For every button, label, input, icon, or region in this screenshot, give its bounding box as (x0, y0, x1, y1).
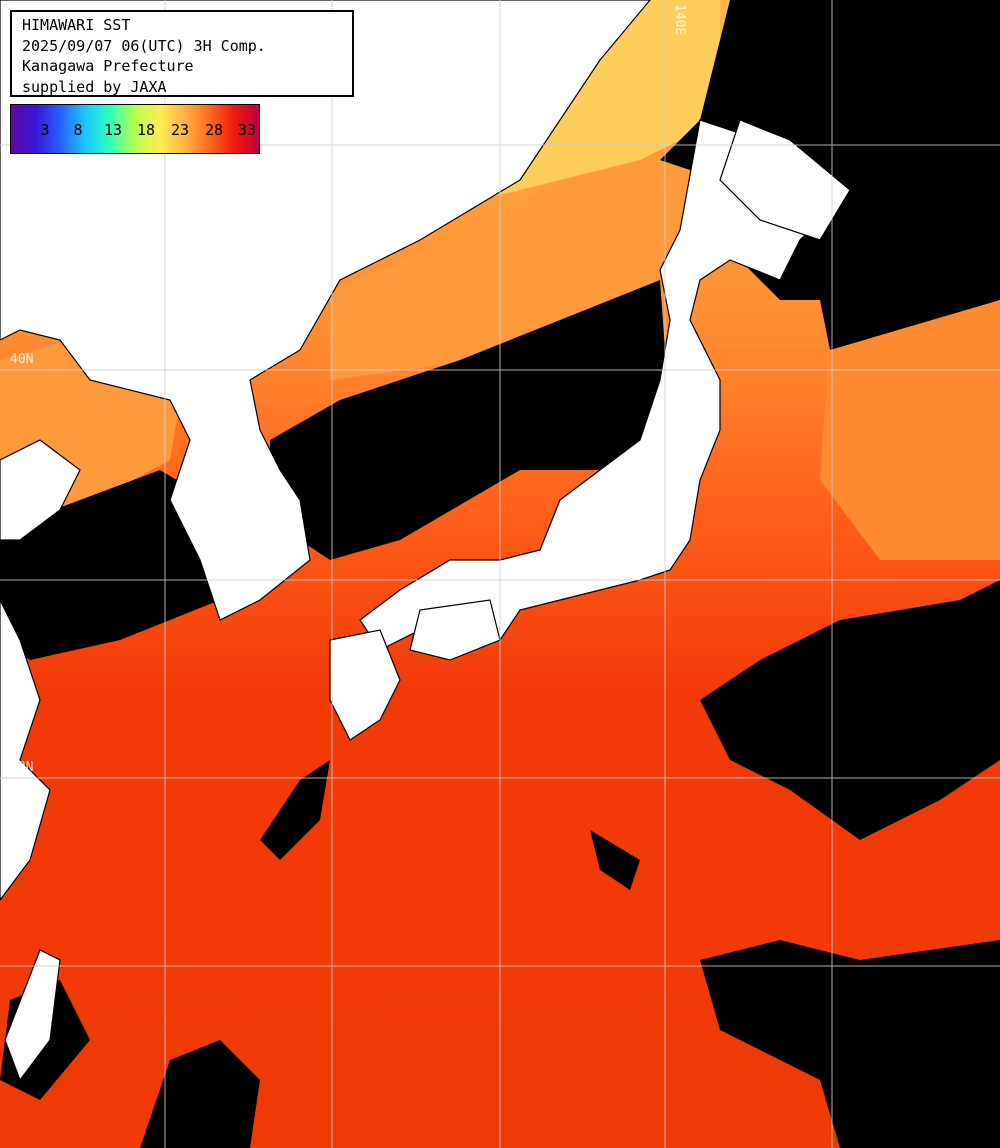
map-datetime: 2025/09/07 06(UTC) 3H Comp. (22, 36, 266, 55)
colorbar-tick: 28 (204, 121, 224, 139)
colorbar-tick: 8 (73, 121, 83, 139)
land-korea-west (0, 439, 81, 541)
lon-label-140e: 140E (672, 4, 687, 36)
pacific-east-orange (820, 300, 1000, 560)
land-shikoku (409, 599, 501, 661)
info-box: HIMAWARI SST 2025/09/07 06(UTC) 3H Comp.… (10, 10, 354, 97)
land-honshu (359, 119, 841, 651)
land-china-coast (0, 599, 51, 901)
colorbar-tick: 23 (170, 121, 190, 139)
map-credit: supplied by JAXA (22, 77, 167, 96)
landmasses (0, 0, 851, 1082)
land-taiwan (4, 949, 61, 1082)
temperature-colorbar: 3 8 13 18 23 28 33 (10, 104, 260, 154)
colorbar-tick: 33 (237, 121, 257, 139)
land-asia-north (0, 0, 651, 621)
land-hokkaido (719, 119, 851, 241)
map-region: Kanagawa Prefecture (22, 57, 194, 75)
lat-label-40n: 40N (10, 352, 34, 367)
colorbar-tick: 13 (103, 121, 123, 139)
lat-label-30n: 30N (10, 760, 34, 775)
colorbar-tick: 3 (40, 121, 50, 139)
map-title: HIMAWARI SST (22, 16, 131, 34)
land-kyushu (329, 629, 401, 741)
colorbar-tick: 18 (136, 121, 156, 139)
